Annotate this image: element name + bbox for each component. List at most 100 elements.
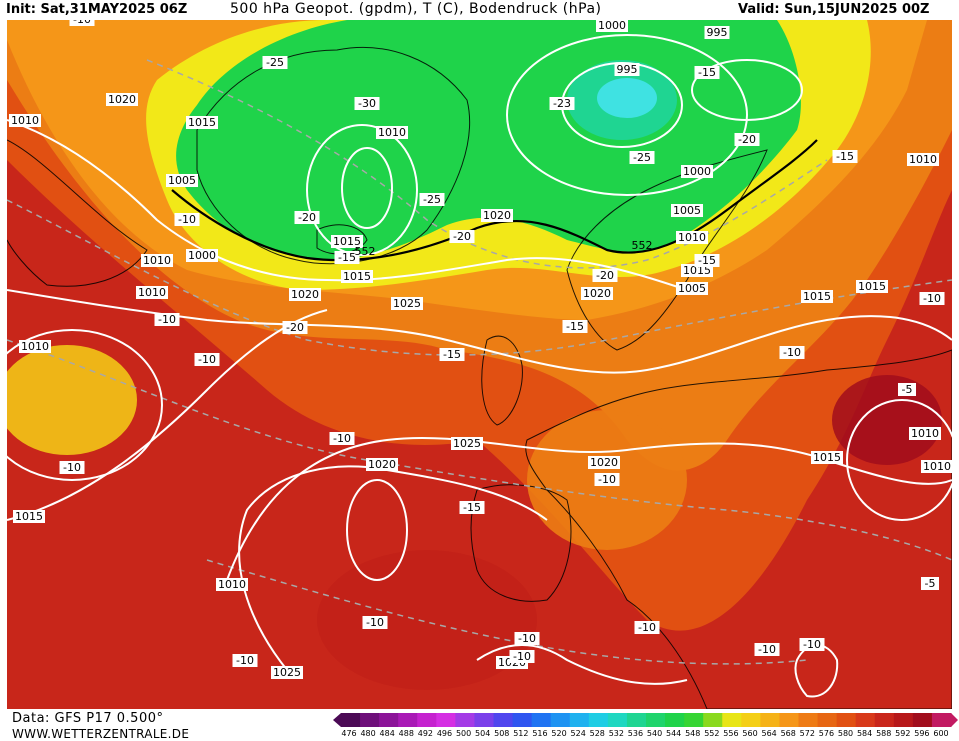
temperature-label-text: -15 (836, 150, 854, 163)
temperature-label-text: -15 (338, 251, 356, 264)
temperature-label-text: -15 (698, 66, 716, 79)
colorbar-segment (665, 713, 685, 727)
temperature-label-text: -30 (358, 97, 376, 110)
temperature-label-text: -10 (518, 632, 536, 645)
isobar-label-text: 1010 (21, 340, 49, 353)
temperature-label-text: -25 (423, 193, 441, 206)
isobar-high-atlantic (7, 329, 163, 481)
colorbar-tick-label: 528 (589, 729, 605, 738)
temperature-label-text: -25 (266, 56, 284, 69)
colorbar-max-arrow (951, 713, 958, 727)
isobar-label: 1010 (676, 231, 708, 244)
isobar-label: 1010 (19, 340, 51, 353)
temperature-label: -10 (634, 621, 660, 634)
coast-europe (525, 349, 952, 709)
colorbar-tick-label: 556 (723, 729, 739, 738)
isobar-label-text: 1010 (909, 153, 937, 166)
temperature-lines (7, 59, 952, 665)
colorbar-segment (607, 713, 628, 727)
temperature-label-text: -20 (286, 321, 304, 334)
isobar-label-text: 1020 (483, 209, 511, 222)
colorbar-tick-label: 568 (780, 729, 796, 738)
isobar-label: 1015 (186, 116, 218, 129)
colorbar-tick-label: 576 (818, 729, 835, 738)
colorbar-tick-label: 480 (360, 729, 376, 738)
colorbar-segment (836, 713, 857, 727)
temperature-label: -10 (194, 353, 220, 366)
temperature-label-text: -10 (923, 292, 941, 305)
isobar-label: 1015 (13, 510, 45, 523)
colorbar-tick-label: 520 (551, 729, 567, 738)
isobar-label-text: 1005 (678, 282, 706, 295)
isobar-label: 1020 (481, 209, 513, 222)
colorbar-segment (684, 713, 704, 727)
isobar-label: 1020 (106, 93, 138, 106)
isobar-label: 1010 (136, 286, 168, 299)
colorbar-segment (741, 713, 761, 727)
isobar-labels: 1000 995 995 1020 1010 1015 1010 1005 1000 1010 10… (9, 20, 952, 679)
temperature-label: -15 (832, 150, 858, 163)
isobar-label-text: 1020 (583, 287, 611, 300)
temperature-label: -5 (921, 577, 939, 590)
isobar-label-text: 1010 (678, 231, 706, 244)
temperature-label: -10 (514, 632, 540, 645)
data-source-label: Data: GFS P17 0.500° (12, 711, 164, 726)
colorbar-segment (588, 713, 609, 727)
colorbar-tick-label: 512 (513, 729, 529, 738)
temperature-label: -15 (694, 254, 720, 267)
height-label: 552 (632, 239, 653, 252)
colorbar-tick-label: 516 (532, 729, 548, 738)
height-label-text: 552 (355, 245, 376, 258)
temperature-label: -15 (334, 251, 360, 264)
colorbar-segment (855, 713, 876, 727)
isobar-label: 1005 (676, 282, 708, 295)
isobar-label-text: 995 (617, 63, 638, 76)
isobar-label: 1010 (141, 254, 173, 267)
colorbar-tick-label: 500 (455, 729, 472, 738)
isobar-label: 995 (614, 63, 640, 76)
colorbar-segment (341, 713, 361, 727)
temperature-label: -20 (282, 321, 308, 334)
isobar-label: 1015 (331, 235, 363, 248)
isobar-label-text: 1020 (108, 93, 136, 106)
isobar-label: 1015 (681, 264, 713, 277)
temperature-label: -23 (549, 97, 575, 110)
temperature-label-text: -20 (596, 269, 614, 282)
isobar-label: 1005 (166, 174, 198, 187)
temperature-label: -25 (419, 193, 445, 206)
isobar-label-text: 1015 (803, 290, 831, 303)
isobar-label: 1015 (341, 270, 373, 283)
colorbar-segment (798, 713, 819, 727)
colorbar-segment (703, 713, 723, 727)
isobar-low-greenland (306, 124, 418, 256)
footer-bar: Data: GFS P17 0.500° WWW.WETTERZENTRALE.… (0, 709, 959, 741)
colorbar-min-arrow (333, 713, 341, 727)
temperature-label: -10 (754, 643, 780, 656)
colorbar-segment (436, 713, 456, 727)
temperature-label-text: -10 (333, 432, 351, 445)
temperature-label: -10 (779, 346, 805, 359)
coast-canada (7, 139, 148, 287)
colorbar-tick-label: 524 (570, 729, 586, 738)
temperature-label: -15 (562, 320, 588, 333)
isobar-label-text: 1020 (368, 458, 396, 471)
temperature-label: -20 (734, 133, 760, 146)
temperature-label: -30 (354, 97, 380, 110)
temperature-label: -10 (799, 638, 825, 651)
temperature-label: -10 (174, 213, 200, 226)
isobar-label-text: 1015 (813, 451, 841, 464)
coast-british-isles (481, 335, 523, 426)
isobar-label: 1020 (581, 287, 613, 300)
isobar-label-text: 995 (707, 26, 728, 39)
colorbar-tick-label: 560 (742, 729, 758, 738)
colorbar-tick-label: 596 (914, 729, 930, 738)
isobar-label-text: 1015 (333, 235, 361, 248)
isobar-label-text: 1010 (911, 427, 939, 440)
isobar-label-text: 1005 (673, 204, 701, 217)
coast-iceland (316, 224, 368, 255)
temperature-label-text: -20 (738, 133, 756, 146)
colorbar-segment (646, 713, 666, 727)
coast-iberia (470, 484, 572, 602)
isobar-label-text: 1010 (143, 254, 171, 267)
temperature-label-text: -20 (453, 230, 471, 243)
